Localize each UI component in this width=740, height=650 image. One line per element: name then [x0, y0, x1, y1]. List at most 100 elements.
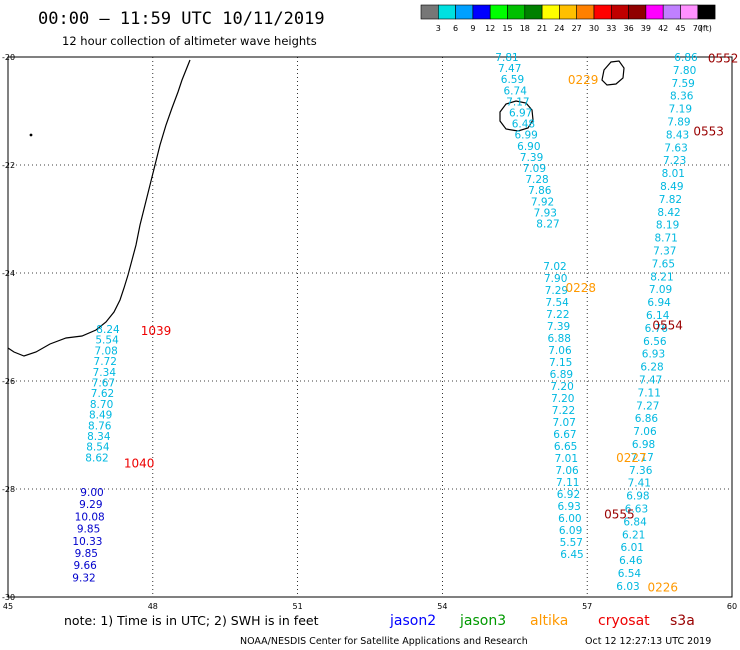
- wave-height-value: 7.81: [495, 52, 518, 64]
- wave-height-value: 7.01: [555, 453, 578, 465]
- wave-height-value: 6.03: [616, 581, 639, 593]
- wave-height-value: 9.85: [75, 548, 98, 560]
- wave-height-value: 7.09: [523, 163, 546, 175]
- wave-height-value: 7.34: [93, 367, 117, 379]
- pass-time-label: 0229: [568, 73, 599, 87]
- reunion-island: [499, 100, 534, 132]
- wave-height-value: 6.93: [642, 349, 665, 361]
- mission-s3a: s3a: [670, 613, 695, 629]
- wave-height-value: 6.67: [553, 429, 576, 441]
- mission-cryosat: cryosat: [598, 613, 650, 629]
- wave-height-value: 7.39: [547, 321, 570, 333]
- wave-height-value: 8.24: [96, 324, 120, 336]
- colorbar-swatch: [576, 4, 595, 20]
- wave-height-value: 7.90: [544, 273, 567, 285]
- wave-height-value: 8.49: [89, 410, 112, 422]
- colorbar-label: 70: [693, 24, 703, 33]
- wave-height-value: 7.17: [506, 96, 529, 108]
- mauritius-island: [601, 60, 625, 86]
- wave-height-value: 6.74: [504, 85, 528, 97]
- pass-time-label: 1039: [141, 324, 172, 338]
- colorbar-swatch: [489, 4, 508, 20]
- wave-height-value: 7.11: [556, 477, 579, 489]
- wave-height-value: 8.76: [88, 420, 112, 432]
- wave-height-value: 6.09: [559, 525, 582, 537]
- wave-height-value: 10.08: [75, 511, 105, 523]
- wave-height-value: 7.82: [659, 194, 682, 206]
- x-tick-label: 51: [293, 602, 303, 611]
- colorbar-swatch: [524, 4, 543, 20]
- mission-jason3: jason3: [459, 613, 506, 629]
- colorbar-label: 39: [641, 24, 651, 33]
- x-tick-label: 48: [148, 602, 158, 611]
- wave-height-value: 6.86: [635, 413, 659, 425]
- wave-height-value: 8.42: [657, 207, 680, 219]
- page-subtitle: 12 hour collection of altimeter wave hei…: [62, 34, 317, 48]
- wave-height-value: 7.19: [669, 104, 692, 116]
- wave-height-value: 8.34: [87, 431, 111, 443]
- wave-height-value: 6.98: [632, 439, 655, 451]
- colorbar-swatch: [593, 4, 612, 20]
- colorbar-label: 21: [537, 24, 547, 33]
- colorbar-swatch: [437, 4, 456, 20]
- wave-height-value: 7.92: [531, 196, 554, 208]
- altimeter-tracks: 8.245.547.087.727.347.677.628.708.498.76…: [72, 52, 698, 593]
- wave-height-value: 7.54: [545, 297, 569, 309]
- wave-height-value: 7.11: [638, 387, 661, 399]
- wave-height-value: 7.09: [649, 284, 672, 296]
- x-tick-label: 54: [437, 602, 447, 611]
- x-tick-label: 57: [582, 602, 592, 611]
- y-tick-label: -20: [2, 53, 15, 62]
- colorbar-label: 33: [606, 24, 616, 33]
- y-tick-label: -26: [2, 377, 15, 386]
- wave-height-value: 8.21: [650, 271, 673, 283]
- pass-time-label: 0553: [693, 124, 724, 138]
- wave-height-value: 8.19: [656, 220, 679, 232]
- wave-height-value: 6.84: [623, 516, 647, 528]
- colorbar-swatch: [420, 4, 439, 20]
- wave-height-value: 9.66: [73, 560, 97, 572]
- colorbar-unit: (ft): [700, 24, 712, 33]
- colorbar-label: 24: [554, 24, 564, 33]
- y-tick-label: -24: [2, 269, 15, 278]
- wave-height-value: 7.36: [629, 465, 653, 477]
- wave-height-value: 6.97: [509, 108, 532, 120]
- wave-height-value: 9.85: [77, 524, 100, 536]
- colorbar-label: 6: [453, 24, 458, 33]
- wave-height-value: 7.17: [630, 452, 653, 464]
- pass-time-label: 0228: [565, 281, 596, 295]
- wave-height-value: 5.54: [95, 335, 119, 347]
- wave-height-value: 5.57: [560, 537, 583, 549]
- mission-altika: altika: [530, 613, 568, 629]
- pass-time-label: 0555: [604, 508, 635, 522]
- colorbar-label: 36: [624, 24, 634, 33]
- wave-height-value: 6.90: [517, 141, 540, 153]
- x-tick-label: 45: [3, 602, 13, 611]
- pass-time-label: 0227: [616, 451, 647, 465]
- y-tick-label: -22: [2, 161, 15, 170]
- colorbar-swatch: [507, 4, 526, 20]
- wave-height-value: 6.54: [618, 568, 642, 580]
- wave-height-value: 6.28: [640, 362, 663, 374]
- wave-height-value: 8.27: [536, 219, 559, 231]
- wave-height-value: 7.15: [549, 357, 572, 369]
- wave-height-value: 6.65: [554, 441, 577, 453]
- track-0552: 6.867.807.598.367.197.898.437.637.238.01…: [616, 52, 698, 593]
- colorbar-label: 45: [675, 24, 685, 33]
- wave-height-value: 6.92: [557, 489, 580, 501]
- wave-height-value: 7.63: [664, 142, 687, 154]
- wave-height-value: 8.70: [90, 399, 113, 411]
- pass-time-label: 0552: [708, 51, 739, 65]
- footer-timestamp: Oct 12 12:27:13 UTC 2019: [585, 636, 711, 647]
- wave-height-value: 8.62: [85, 452, 108, 464]
- wave-height-value: 6.21: [622, 529, 645, 541]
- wave-height-value: 7.65: [652, 258, 675, 270]
- pass-time-label: 0226: [648, 581, 679, 595]
- colorbar-swatch: [645, 4, 664, 20]
- wave-height-value: 6.76: [645, 323, 669, 335]
- wave-height-value: 6.45: [560, 549, 583, 561]
- wave-height-value: 6.14: [646, 310, 670, 322]
- colorbar-swatch: [472, 4, 491, 20]
- wave-height-value: 6.94: [647, 297, 671, 309]
